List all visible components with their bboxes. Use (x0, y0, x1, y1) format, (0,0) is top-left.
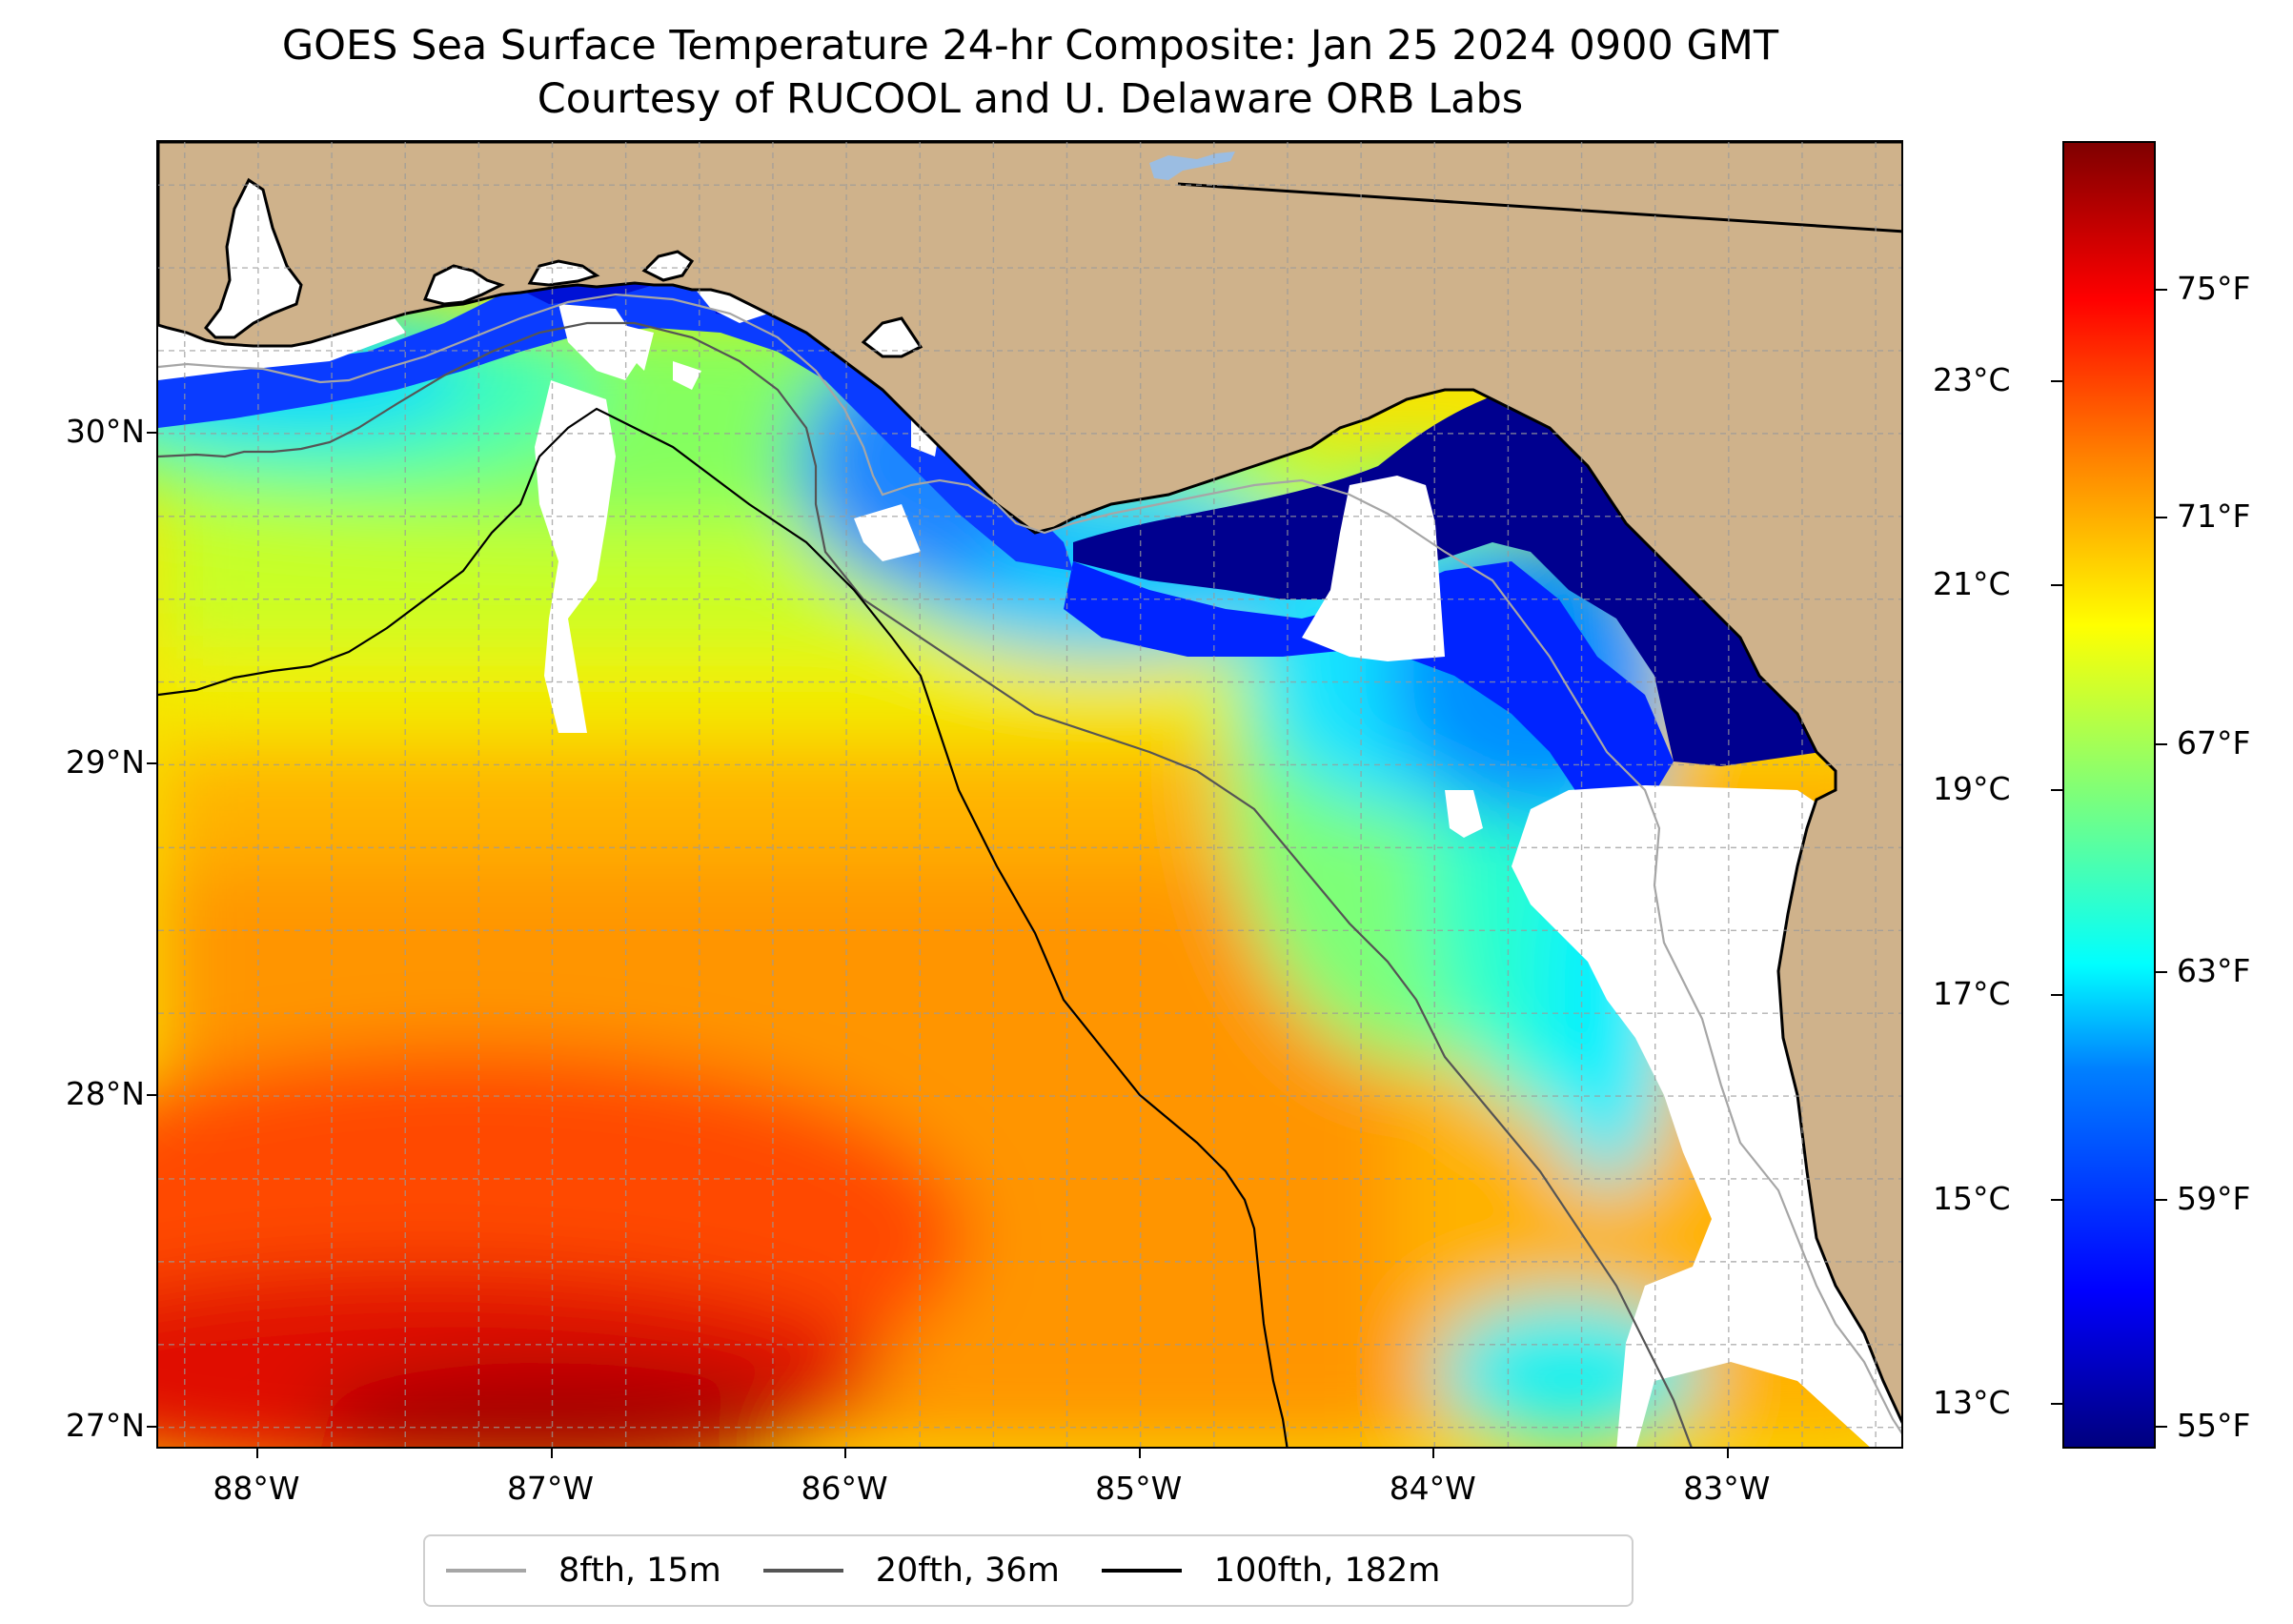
legend-swatch-8fth (446, 1569, 526, 1573)
colorbar-c-tick (2051, 1403, 2062, 1406)
colorbar-c-tick (2051, 584, 2062, 587)
isobaths (158, 293, 1901, 1447)
colorbar-c-tick (2051, 379, 2062, 382)
lon-tick-label: 87°W (506, 1470, 595, 1507)
colorbar-f-tick (2156, 743, 2167, 746)
colorbar-c-label: 19°C (1933, 770, 2011, 808)
lon-tick-label: 84°W (1389, 1470, 1476, 1507)
colorbar-f-tick (2156, 516, 2167, 518)
land (158, 142, 1901, 1424)
colorbar-f-tick (2156, 970, 2167, 973)
lat-tick-mark (147, 431, 156, 434)
colorbar-f-label: 67°F (2177, 724, 2251, 762)
state-border (1177, 182, 1901, 233)
colorbar-f-label: 63°F (2177, 951, 2251, 989)
isobath-20fth (158, 321, 1693, 1447)
sst-map (156, 140, 1903, 1449)
colorbar-c-tick (2051, 993, 2062, 996)
legend-swatch-20fth (762, 1569, 843, 1573)
lake (1149, 152, 1235, 180)
colorbar-c-label: 17°C (1933, 974, 2011, 1012)
lon-tick-label: 88°W (213, 1470, 300, 1507)
colorbar-f-label: 75°F (2177, 270, 2251, 308)
legend-swatch-100fth (1101, 1569, 1182, 1573)
lat-tick-label: 27°N (65, 1406, 145, 1444)
lon-tick-mark (1138, 1449, 1141, 1458)
colorbar-f-tick (2156, 1198, 2167, 1201)
lat-tick-label: 28°N (65, 1075, 145, 1113)
lat-tick-mark (147, 1425, 156, 1428)
colorbar-f-tick (2156, 1426, 2167, 1429)
lon-tick-mark (1726, 1449, 1729, 1458)
legend-label-8fth: 8fth, 15m (558, 1552, 721, 1590)
legend-entry-20fth: 20fth, 36m (762, 1552, 1060, 1590)
colorbar-c-label: 23°C (1933, 360, 2011, 398)
colorbar (2062, 141, 2156, 1449)
gridlines (158, 142, 1901, 1447)
colorbar-c-tick (2051, 1198, 2062, 1201)
colorbar-f-label: 71°F (2177, 497, 2251, 535)
legend-entry-100fth: 100fth, 182m (1101, 1552, 1441, 1590)
lon-tick-mark (844, 1449, 847, 1458)
colorbar-c-label: 21°C (1933, 565, 2011, 603)
isobath-8fth (158, 293, 1901, 1434)
legend-label-20fth: 20fth, 36m (875, 1552, 1060, 1590)
colorbar-c-label: 13°C (1933, 1384, 2011, 1422)
lat-tick-mark (147, 1094, 156, 1097)
colorbar-c-label: 15°C (1933, 1179, 2011, 1217)
lon-tick-label: 85°W (1095, 1470, 1183, 1507)
lon-tick-label: 83°W (1683, 1470, 1771, 1507)
legend-label-100fth: 100fth, 182m (1213, 1552, 1441, 1590)
lon-tick-mark (1432, 1449, 1435, 1458)
colorbar-f-label: 59°F (2177, 1179, 2251, 1217)
lat-tick-label: 29°N (65, 743, 145, 782)
colorbar-f-tick (2156, 289, 2167, 292)
colorbar-f-label: 55°F (2177, 1407, 2251, 1445)
lat-tick-mark (147, 762, 156, 765)
isobath-100fth (158, 407, 1289, 1447)
sst-map-svg (158, 142, 1901, 1447)
legend: 8fth, 15m 20fth, 36m 100fth, 182m (423, 1534, 1634, 1607)
lon-tick-mark (550, 1449, 553, 1458)
title-line-1: GOES Sea Surface Temperature 24-hr Compo… (281, 22, 1779, 70)
chart-title: GOES Sea Surface Temperature 24-hr Compo… (158, 19, 1902, 126)
lon-tick-mark (255, 1449, 258, 1458)
lon-tick-label: 86°W (801, 1470, 888, 1507)
lat-tick-label: 30°N (65, 412, 145, 450)
colorbar-c-tick (2051, 789, 2062, 792)
title-line-2: Courtesy of RUCOOL and U. Delaware ORB L… (537, 75, 1524, 123)
legend-entry-8fth: 8fth, 15m (446, 1552, 721, 1590)
